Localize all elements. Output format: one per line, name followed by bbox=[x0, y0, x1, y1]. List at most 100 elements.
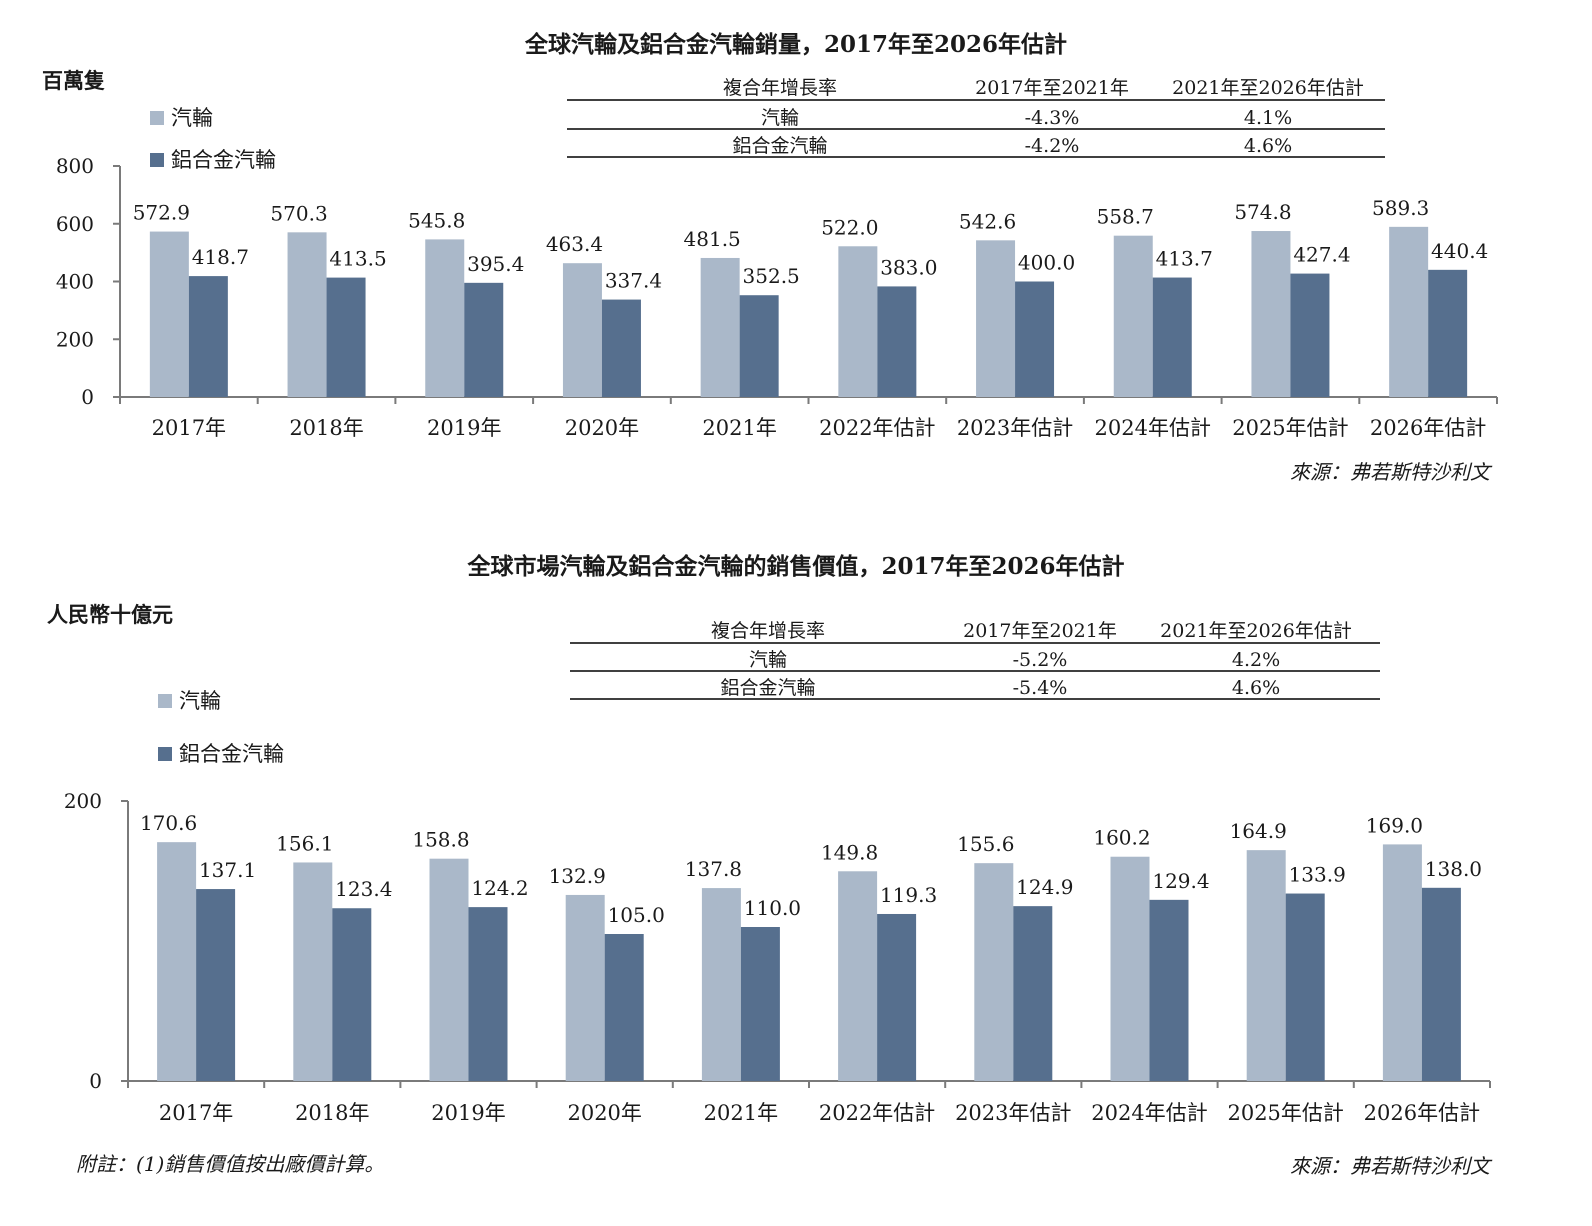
bar-alloy-wheels bbox=[877, 913, 917, 1081]
bar-wheels bbox=[976, 240, 1016, 397]
bar-alloy-wheels bbox=[188, 276, 228, 397]
source-note: 來源：弗若斯特沙利文 bbox=[1290, 1154, 1493, 1178]
legend-label-alloy-wheels: 鋁合金汽輪 bbox=[171, 148, 276, 172]
x-category-label: 2026年估計 bbox=[1370, 416, 1486, 440]
bar-alloy-wheels bbox=[464, 282, 504, 397]
x-category-label: 2020年 bbox=[565, 416, 639, 440]
data-label-wheels: 570.3 bbox=[270, 201, 327, 225]
data-label-alloy-wheels: 352.5 bbox=[743, 264, 800, 288]
data-label-alloy-wheels: 124.9 bbox=[1016, 875, 1073, 899]
x-category-label: 2019年 bbox=[427, 416, 501, 440]
data-label-wheels: 164.9 bbox=[1230, 819, 1287, 843]
y-tick-label: 800 bbox=[56, 154, 94, 178]
cagr-table-cell: -5.2% bbox=[1013, 649, 1068, 671]
cagr-table-cell: 4.1% bbox=[1244, 107, 1292, 129]
data-label-wheels: 132.9 bbox=[549, 864, 606, 888]
x-category-label: 2024年估計 bbox=[1091, 1101, 1207, 1125]
data-label-alloy-wheels: 413.7 bbox=[1156, 247, 1213, 271]
bar-alloy-wheels bbox=[1015, 281, 1055, 397]
bar-wheels bbox=[700, 257, 740, 397]
chart-title: 全球市場汽輪及鋁合金汽輪的銷售價值，2017年至2026年估計 bbox=[466, 553, 1124, 580]
data-label-wheels: 558.7 bbox=[1097, 205, 1154, 229]
y-axis-unit-label: 百萬隻 bbox=[42, 68, 105, 93]
x-category-label: 2022年估計 bbox=[819, 416, 935, 440]
bar-alloy-wheels bbox=[739, 295, 779, 397]
legend-swatch-alloy-wheels bbox=[158, 747, 172, 761]
data-label-wheels: 574.8 bbox=[1234, 200, 1291, 224]
bar-alloy-wheels bbox=[740, 927, 780, 1081]
cagr-table-cell: 4.6% bbox=[1244, 135, 1292, 157]
cagr-table-cell: 汽輪 bbox=[749, 649, 787, 671]
data-label-alloy-wheels: 133.9 bbox=[1289, 863, 1346, 887]
data-label-wheels: 156.1 bbox=[276, 831, 333, 855]
x-category-label: 2024年估計 bbox=[1095, 416, 1211, 440]
cagr-table-cell: -4.3% bbox=[1025, 107, 1080, 129]
x-category-label: 2022年估計 bbox=[819, 1101, 935, 1125]
data-label-alloy-wheels: 427.4 bbox=[1293, 243, 1350, 267]
bar-wheels bbox=[1246, 850, 1286, 1081]
x-category-label: 2025年估計 bbox=[1227, 1101, 1343, 1125]
x-category-label: 2023年估計 bbox=[957, 416, 1073, 440]
y-tick-label: 200 bbox=[64, 789, 102, 813]
cagr-table-cell: -5.4% bbox=[1013, 677, 1068, 699]
cagr-table-cell: 鋁合金汽輪 bbox=[732, 135, 827, 157]
bar-wheels bbox=[1113, 235, 1153, 397]
cagr-table-header: 2017年至2021年 bbox=[975, 77, 1129, 99]
data-label-wheels: 137.8 bbox=[685, 857, 742, 881]
data-label-alloy-wheels: 119.3 bbox=[880, 883, 937, 907]
x-category-label: 2017年 bbox=[152, 416, 226, 440]
cagr-table-header: 複合年增長率 bbox=[711, 620, 825, 642]
legend-label-alloy-wheels: 鋁合金汽輪 bbox=[179, 742, 284, 766]
x-category-label: 2026年估計 bbox=[1364, 1101, 1480, 1125]
bar-alloy-wheels bbox=[1421, 887, 1461, 1081]
data-label-wheels: 160.2 bbox=[1093, 826, 1150, 850]
data-label-alloy-wheels: 395.4 bbox=[467, 252, 524, 276]
bar-alloy-wheels bbox=[1152, 277, 1192, 397]
data-label-alloy-wheels: 105.0 bbox=[608, 903, 665, 927]
x-category-label: 2017年 bbox=[159, 1101, 233, 1125]
data-label-wheels: 158.8 bbox=[412, 828, 469, 852]
bar-wheels bbox=[287, 232, 327, 397]
data-label-wheels: 155.6 bbox=[957, 832, 1014, 856]
bar-wheels bbox=[701, 888, 741, 1081]
y-axis-unit-label: 人民幣十億元 bbox=[47, 602, 173, 627]
bar-alloy-wheels bbox=[1428, 269, 1468, 397]
y-tick-label: 0 bbox=[81, 385, 94, 409]
data-label-wheels: 542.6 bbox=[959, 209, 1016, 233]
data-label-alloy-wheels: 138.0 bbox=[1425, 857, 1482, 881]
x-category-label: 2021年 bbox=[704, 1101, 778, 1125]
data-label-alloy-wheels: 440.4 bbox=[1431, 239, 1488, 263]
data-label-alloy-wheels: 110.0 bbox=[744, 896, 801, 920]
bar-alloy-wheels bbox=[332, 908, 372, 1081]
bar-alloy-wheels bbox=[326, 277, 366, 397]
cagr-table-header: 複合年增長率 bbox=[723, 77, 837, 99]
cagr-table-header: 2017年至2021年 bbox=[963, 620, 1117, 642]
bar-alloy-wheels bbox=[1149, 899, 1189, 1081]
y-tick-label: 0 bbox=[89, 1069, 102, 1093]
y-tick-label: 600 bbox=[56, 212, 94, 236]
data-label-wheels: 481.5 bbox=[684, 227, 741, 251]
bar-alloy-wheels bbox=[1285, 893, 1325, 1081]
cagr-table-cell: -4.2% bbox=[1025, 135, 1080, 157]
bar-alloy-wheels bbox=[196, 889, 236, 1081]
x-category-label: 2021年 bbox=[702, 416, 776, 440]
cagr-table-header: 2021年至2026年估計 bbox=[1160, 620, 1352, 642]
data-label-wheels: 169.0 bbox=[1366, 813, 1423, 837]
data-label-wheels: 463.4 bbox=[546, 232, 603, 256]
data-label-alloy-wheels: 413.5 bbox=[329, 247, 386, 271]
data-label-wheels: 572.9 bbox=[133, 201, 190, 225]
cagr-table-cell: 4.2% bbox=[1232, 649, 1280, 671]
bar-wheels bbox=[293, 862, 333, 1081]
bar-alloy-wheels bbox=[1290, 273, 1330, 397]
data-label-wheels: 545.8 bbox=[408, 208, 465, 232]
bar-wheels bbox=[838, 246, 878, 397]
cagr-table-cell: 4.6% bbox=[1232, 677, 1280, 699]
source-note: 來源：弗若斯特沙利文 bbox=[1290, 460, 1493, 484]
data-label-alloy-wheels: 337.4 bbox=[605, 269, 662, 293]
data-label-alloy-wheels: 129.4 bbox=[1152, 869, 1209, 893]
data-label-wheels: 589.3 bbox=[1372, 196, 1429, 220]
bar-wheels bbox=[838, 871, 878, 1081]
data-label-alloy-wheels: 137.1 bbox=[199, 858, 256, 882]
